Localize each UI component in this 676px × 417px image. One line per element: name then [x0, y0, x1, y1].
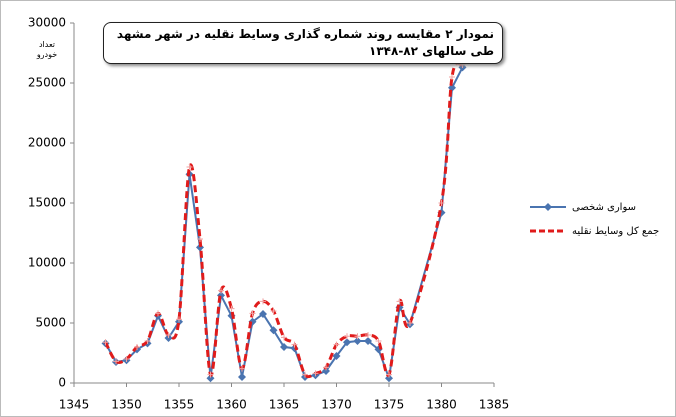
y-axis-label: تعداد خودرو [36, 40, 58, 59]
point-marker [249, 310, 256, 317]
legend-item: جمع کل وسایط نقلیه [528, 219, 673, 243]
point-marker [134, 344, 140, 350]
series-line [104, 61, 464, 379]
y-tick-label: 0 [58, 376, 66, 390]
legend-label: جمع کل وسایط نقلیه [572, 225, 660, 237]
point-marker [176, 316, 182, 323]
y-tick-label: 5000 [35, 316, 66, 330]
x-tick-label: 1385 [479, 398, 510, 412]
point-marker [281, 334, 287, 341]
point-marker [259, 310, 267, 318]
point-marker [354, 333, 361, 340]
legend-swatch [530, 203, 566, 211]
point-marker [260, 298, 266, 305]
point-marker [332, 352, 341, 360]
y-tick-label: 20000 [28, 136, 66, 150]
legend: سواری شخصی جمع کل وسایط نقلیه [528, 195, 673, 243]
legend-marker [544, 203, 552, 211]
point-marker [449, 74, 455, 80]
point-marker [375, 338, 382, 344]
point-marker [302, 371, 308, 378]
y-tick-label: 10000 [28, 256, 66, 270]
legend-item: سواری شخصی [528, 195, 673, 219]
point-marker [155, 310, 161, 317]
point-marker [228, 305, 235, 312]
x-tick-label: 1355 [164, 398, 195, 412]
point-marker [197, 236, 203, 242]
point-marker [291, 341, 298, 348]
x-tick-label: 1370 [321, 398, 352, 412]
point-marker [353, 337, 362, 345]
point-marker [207, 371, 214, 378]
point-marker [144, 338, 151, 344]
point-marker [218, 287, 224, 294]
chart-title: نمودار ۲ مقایسه روند شماره گذاری وسایط ن… [103, 22, 503, 64]
point-marker [396, 298, 403, 305]
point-marker [386, 371, 392, 378]
point-marker [113, 358, 119, 365]
point-marker [186, 164, 193, 170]
point-marker [343, 338, 351, 347]
point-marker [238, 373, 246, 381]
x-tick-label: 1365 [269, 398, 300, 412]
point-marker [269, 326, 278, 335]
y-tick-label: 25000 [28, 76, 66, 90]
point-marker [438, 200, 445, 206]
legend-label: سواری شخصی [572, 201, 636, 213]
x-tick-label: 1360 [216, 398, 247, 412]
point-marker [365, 332, 371, 338]
point-marker [407, 320, 413, 326]
x-tick-label: 1375 [374, 398, 405, 412]
legend-swatch [530, 229, 566, 233]
point-marker [333, 341, 340, 348]
point-marker [123, 356, 130, 362]
y-tick-label: 15000 [28, 196, 66, 210]
point-marker [239, 365, 245, 372]
point-marker [102, 339, 109, 346]
point-marker [364, 337, 372, 345]
x-tick-label: 1380 [426, 398, 457, 412]
x-tick-label: 1345 [59, 398, 90, 412]
point-marker [165, 332, 172, 338]
point-marker [270, 308, 277, 314]
series-line [104, 66, 464, 379]
point-marker [280, 343, 288, 351]
y-tick-label: 30000 [28, 16, 66, 30]
point-marker [312, 370, 319, 377]
point-marker [206, 374, 215, 383]
x-tick-label: 1350 [111, 398, 142, 412]
point-marker [322, 367, 330, 375]
point-marker [323, 364, 329, 371]
point-marker [344, 333, 350, 340]
